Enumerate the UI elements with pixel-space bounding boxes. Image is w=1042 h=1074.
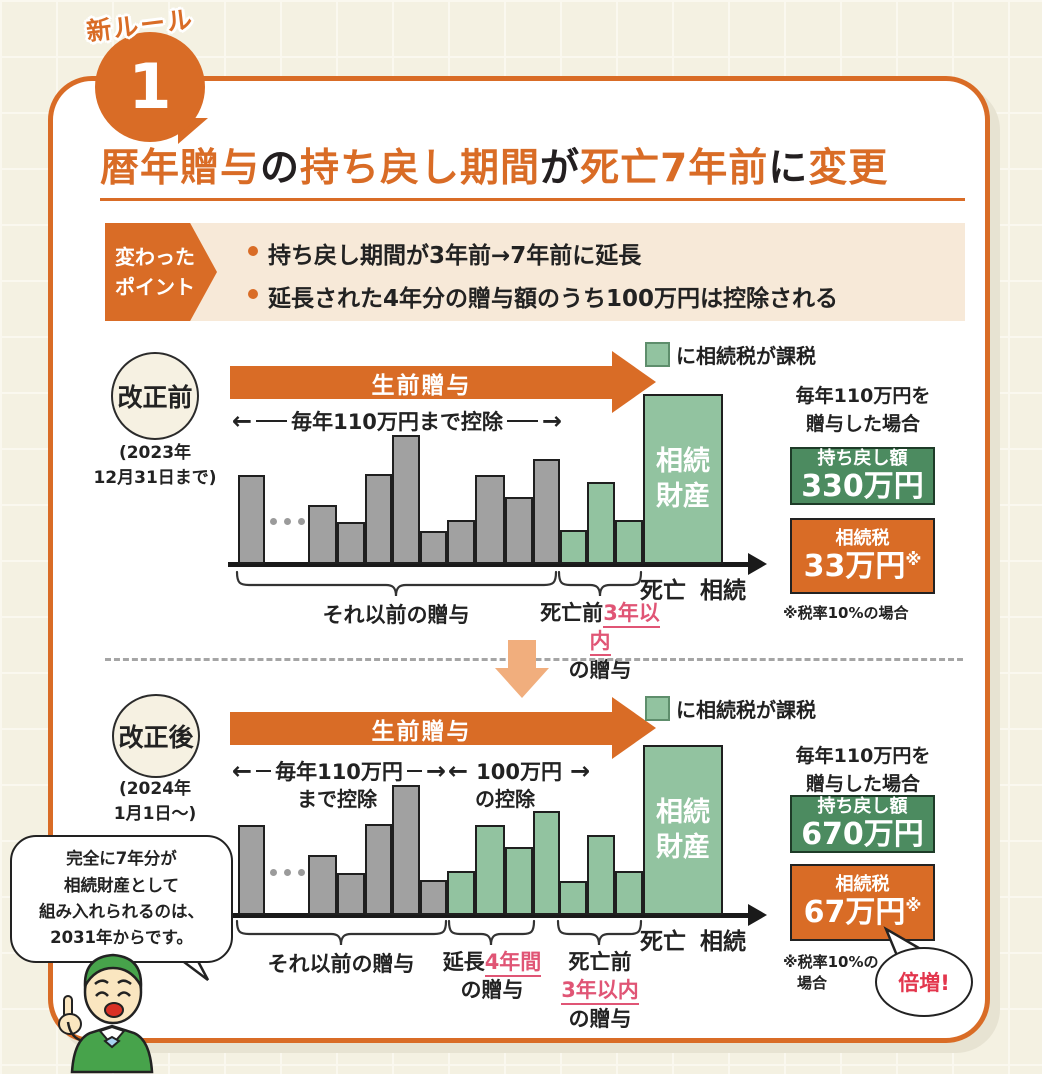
closed-eye — [95, 991, 109, 997]
points-label-line1: 変わった — [115, 245, 195, 269]
legend-text-before: に相続税が課税 — [676, 344, 816, 368]
bullet-dot-icon — [248, 289, 258, 299]
rule-badge: 1 — [95, 32, 205, 142]
bullet-text: 延長された4年分の贈与額のうち100万円は控除される — [268, 286, 839, 312]
legend-text-after: に相続税が課税 — [676, 698, 816, 722]
group2-label-after: 延長4年間 の贈与 — [442, 950, 542, 1003]
deduction-arrow-before: ← 毎年110万円まで控除 → — [232, 406, 562, 436]
highlight-3years: 3年以内 — [561, 978, 639, 1006]
group1-label-after: それ以前の贈与 — [267, 952, 415, 976]
deduction2-sub-after: の控除 — [475, 787, 535, 811]
hand — [58, 1013, 82, 1035]
tax-box-after: 相続税 67万円※ — [790, 864, 935, 941]
deduction2-label-after: 100万円 — [476, 760, 562, 784]
highlight-4years: 4年間 — [484, 950, 542, 977]
deduction1-label-after: 毎年110万円 — [275, 760, 403, 784]
section-before-circle: 改正前 — [111, 352, 199, 440]
down-arrow-icon — [508, 640, 536, 669]
narrator-line: 相続財産として — [63, 875, 179, 895]
title-segment: 変更 — [808, 146, 889, 191]
narrator-line: 組み入れられるのは、 — [39, 902, 204, 921]
bullet-dot-icon — [248, 246, 258, 256]
section-after-label: 改正後 — [118, 723, 194, 752]
title-segment: の — [260, 146, 301, 191]
ellipsis-dots-icon — [270, 869, 305, 876]
timeline-axis-after — [228, 913, 749, 918]
title-segment: 暦年贈与 — [100, 146, 261, 191]
inherit-label-after: 相続 — [700, 929, 746, 955]
narrator-character — [58, 953, 154, 1074]
title-segment: 死亡7年前 — [580, 146, 769, 191]
jacket — [70, 1024, 154, 1074]
summary-intro-before: 毎年110万円を 贈与した場合 — [795, 385, 931, 435]
inherit-label-before: 相続 — [700, 578, 746, 604]
closed-eye — [117, 991, 131, 997]
deduction-arrow1-after: ← 毎年110万円 → — [232, 756, 446, 786]
page-title: 暦年贈与の持ち戻し期間が死亡7年前に変更 — [100, 137, 970, 193]
deduction1-sub-after: まで控除 — [297, 787, 377, 811]
points-label: 変わった ポイント — [105, 223, 217, 321]
sleeve-line — [66, 1021, 81, 1042]
points-label-line2: ポイント — [115, 275, 195, 299]
section-before-label: 改正前 — [117, 383, 193, 412]
eyebrow — [117, 979, 132, 985]
date-note-after: (2024年 1月1日〜) — [113, 779, 197, 824]
estate-bar-after: 相続 財産 — [643, 745, 723, 915]
ellipsis-dots-icon — [270, 518, 305, 525]
rule-number: 1 — [128, 50, 172, 123]
points-list: 持ち戻し期間が3年前→7年前に延長延長された4年分の贈与額のうち100万円は控除… — [248, 236, 948, 322]
section-after-circle: 改正後 — [112, 694, 200, 778]
arrow-right-icon: → — [425, 757, 446, 785]
arrow-right-icon: → — [541, 407, 562, 435]
title-segment: が — [540, 146, 581, 191]
bow-tie — [103, 1035, 121, 1049]
lifetime-gift-banner-before: 生前贈与 — [230, 366, 613, 399]
legend-swatch-icon — [645, 696, 670, 721]
legend-before: に相続税が課税 — [645, 340, 816, 369]
axis-arrowhead-after — [748, 904, 767, 926]
bullet-item: 持ち戻し期間が3年前→7年前に延長 — [248, 236, 948, 270]
narrator-line: 2031年からです。 — [50, 928, 193, 948]
title-underline — [100, 198, 965, 201]
boost-bubble: 倍増! — [875, 947, 973, 1017]
tax-note-after: ※税率10%の 場合 — [783, 953, 879, 992]
date-note-before: (2023年 12月31日まで) — [93, 443, 217, 488]
deduction-label-before: 毎年110万円まで控除 — [291, 410, 503, 434]
arrow-left-icon: ← — [232, 407, 253, 435]
timeline-axis-before — [228, 562, 749, 567]
group3-label-after: 死亡前 3年以内 の贈与 — [561, 950, 639, 1031]
hair — [83, 953, 143, 991]
carryback-box-after: 持ち戻し額 670万円 — [790, 795, 935, 853]
points-box — [105, 223, 965, 321]
title-segment: に — [768, 146, 809, 191]
arrow-left-icon: ← — [232, 757, 253, 785]
narrator-line: 完全に7年分が — [66, 849, 177, 869]
narrator-bubble: 完全に7年分が 相続財産として組み入れられるのは、 2031年からです。 — [10, 835, 233, 963]
eyebrow — [94, 979, 109, 985]
summary-intro-after: 毎年110万円を 贈与した場合 — [795, 745, 931, 795]
mouth — [104, 1002, 124, 1018]
group1-label-before: それ以前の贈与 — [322, 603, 470, 627]
highlight-3years: 3年以内 — [589, 601, 660, 657]
bullet-text: 持ち戻し期間が3年前→7年前に延長 — [268, 243, 642, 269]
legend-swatch-icon — [645, 342, 670, 367]
arrow-left-icon: ← — [448, 757, 469, 785]
arrow-right-icon: → — [569, 757, 591, 785]
lifetime-gift-banner-after: 生前贈与 — [230, 712, 613, 745]
bullet-item: 延長された4年分の贈与額のうち100万円は控除される — [248, 279, 948, 313]
death-label-after: 死亡 — [640, 929, 686, 955]
axis-arrowhead-before — [748, 553, 767, 575]
death-label-before: 死亡 — [640, 578, 686, 604]
title-segment: 持ち戻し期間 — [300, 146, 541, 191]
tax-note-before: ※税率10%の場合 — [783, 604, 909, 622]
boost-label: 倍増! — [898, 971, 950, 995]
carryback-box-before: 持ち戻し額 330万円 — [790, 447, 935, 505]
tax-box-before: 相続税 33万円※ — [790, 518, 935, 594]
group2-label-before: 死亡前3年以内 の贈与 — [540, 601, 660, 682]
deduction-arrow2-after: ← 100万円 → — [448, 756, 590, 786]
estate-bar-before: 相続 財産 — [643, 394, 723, 564]
down-arrow-head-icon — [495, 668, 549, 698]
legend-after: に相続税が課税 — [645, 694, 816, 723]
